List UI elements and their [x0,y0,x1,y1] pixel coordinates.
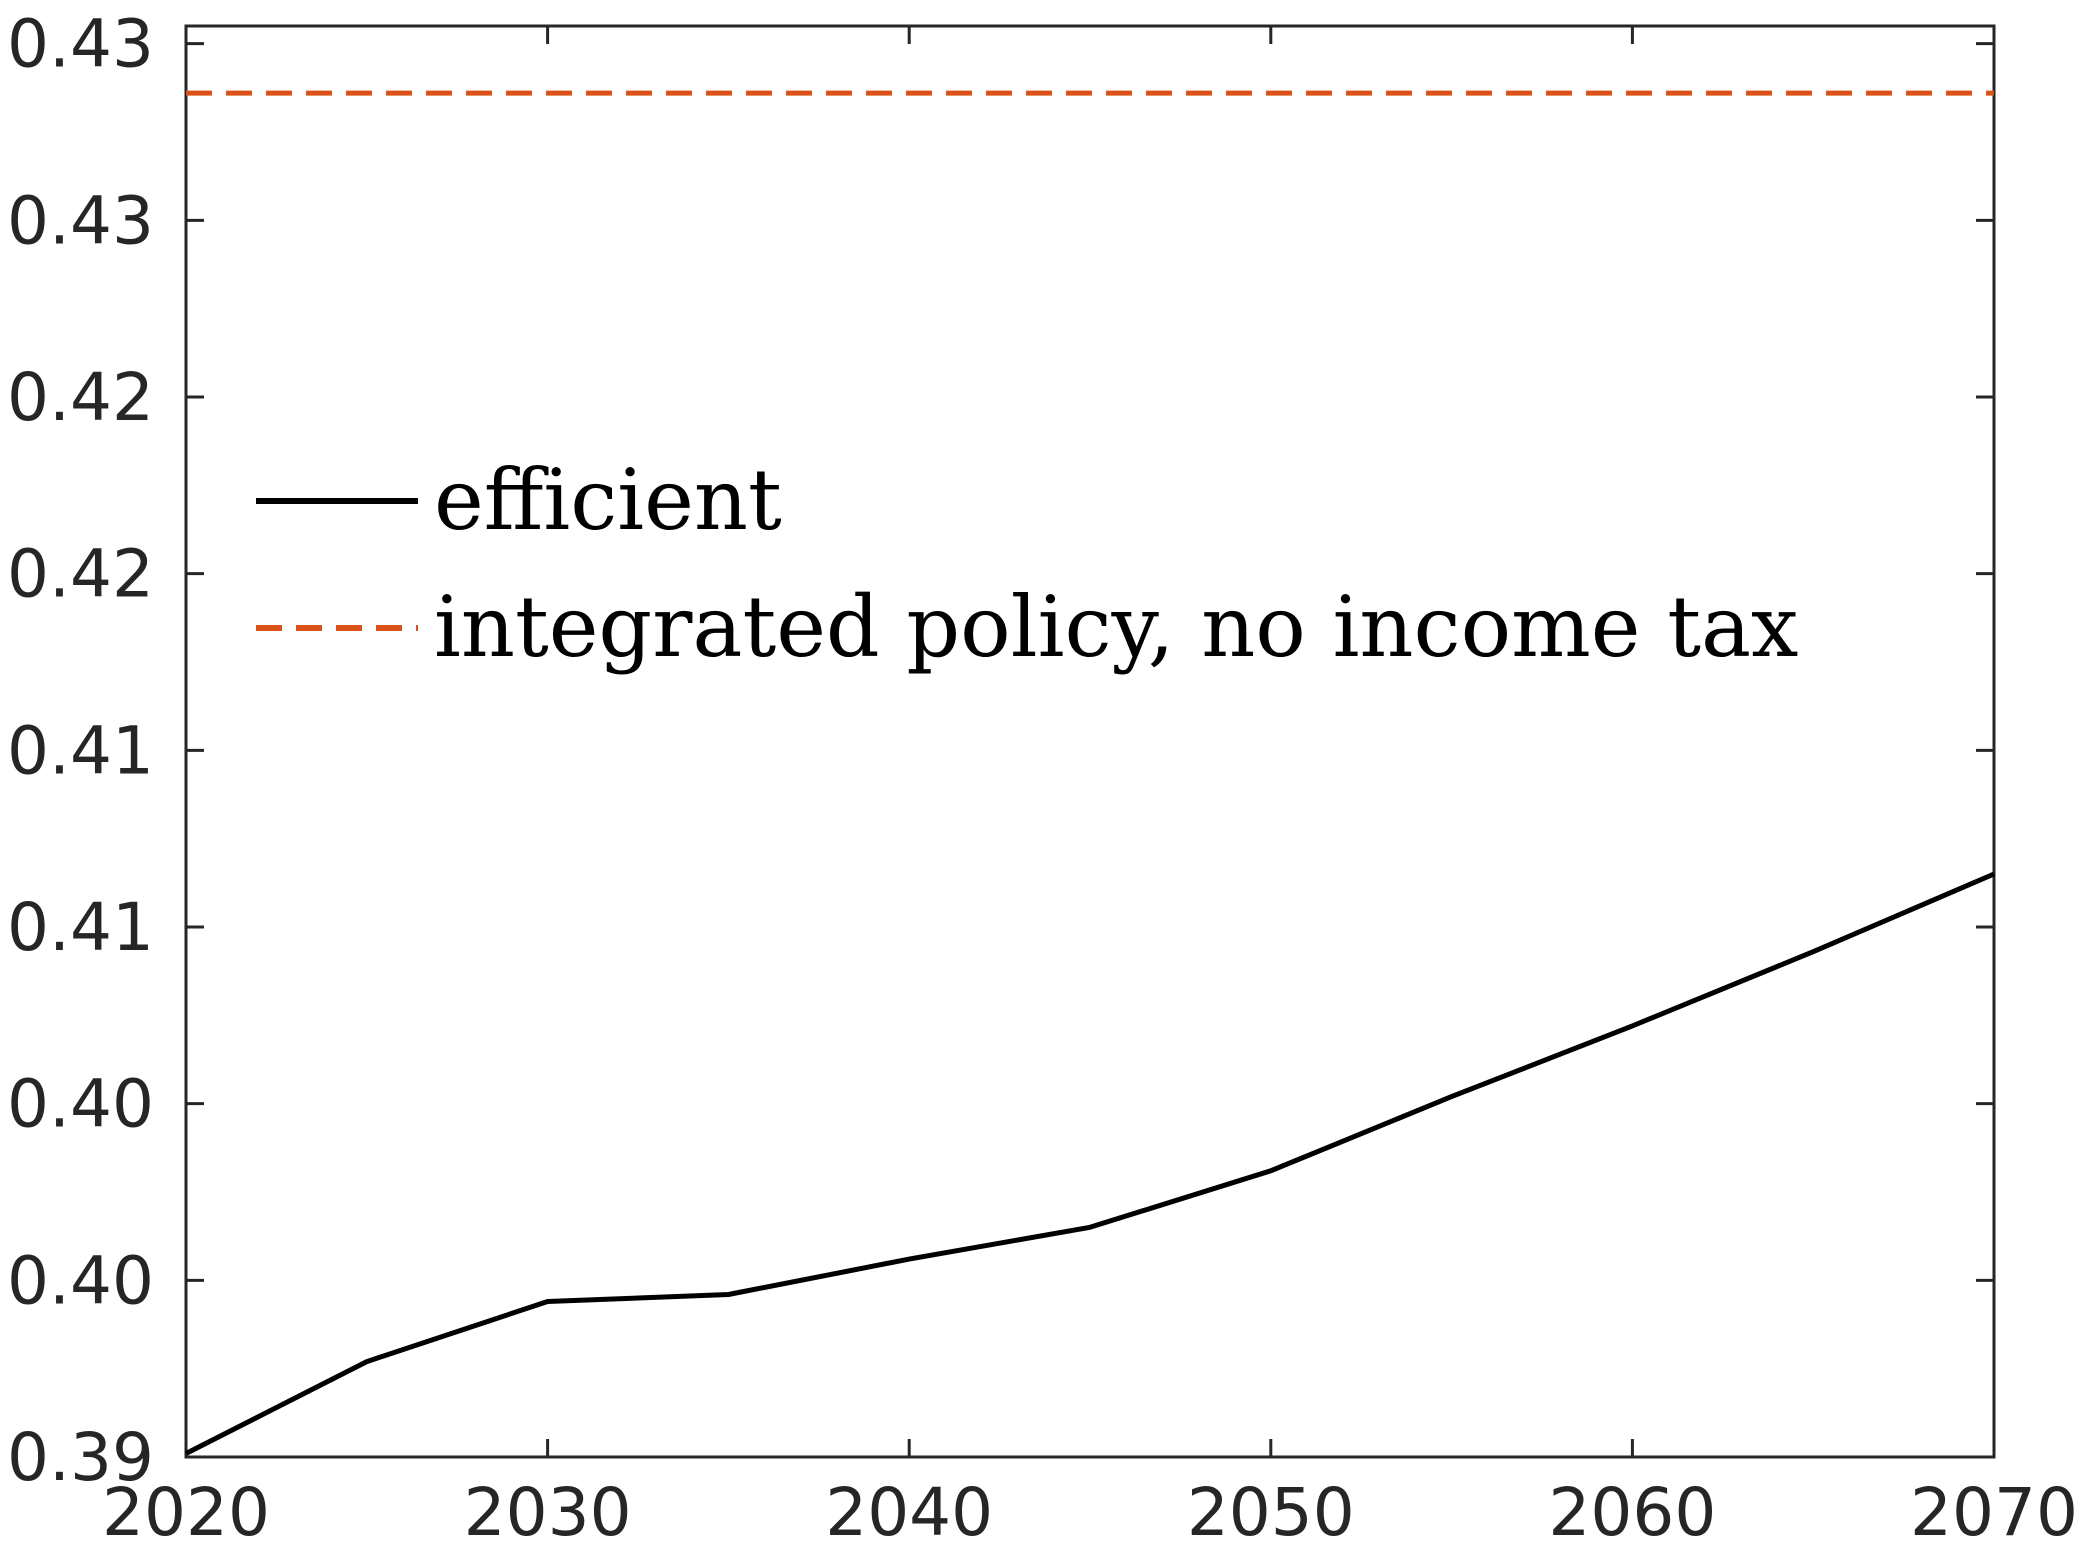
x-tick-label: 2040 [825,1474,993,1551]
y-tick-label: 0.42 [7,359,154,436]
y-tick-label: 0.41 [7,712,154,789]
y-tick-label: 0.39 [7,1419,154,1496]
y-tick-label: 0.40 [7,1066,154,1143]
series-lines [184,90,1995,1456]
y-tick-label: 0.41 [7,889,154,966]
axis-ticks [184,26,1996,1459]
x-tick-label: 2020 [102,1474,270,1551]
legend: efficient integrated policy, no income t… [256,451,1798,676]
x-tick-label: 2050 [1187,1474,1355,1551]
y-tick-label: 0.42 [7,536,154,613]
y-tick-label: 0.43 [7,182,154,259]
y-tick-label: 0.40 [7,1242,154,1319]
y-tick-label: 0.43 [7,6,154,83]
legend-label-integrated-policy: integrated policy, no income tax [434,578,1798,676]
x-tick-label: 2070 [1910,1474,2078,1551]
x-tick-label: 2030 [464,1474,632,1551]
series-line-0 [184,871,1995,1456]
plot-area [184,24,1996,1459]
x-tick-label: 2060 [1548,1474,1716,1551]
legend-label-efficient: efficient [434,451,782,549]
axis-tick-labels: 2020 2030 2040 2050 2060 2070 0.39 0.40 0.40 0.41… [7,6,2078,1551]
